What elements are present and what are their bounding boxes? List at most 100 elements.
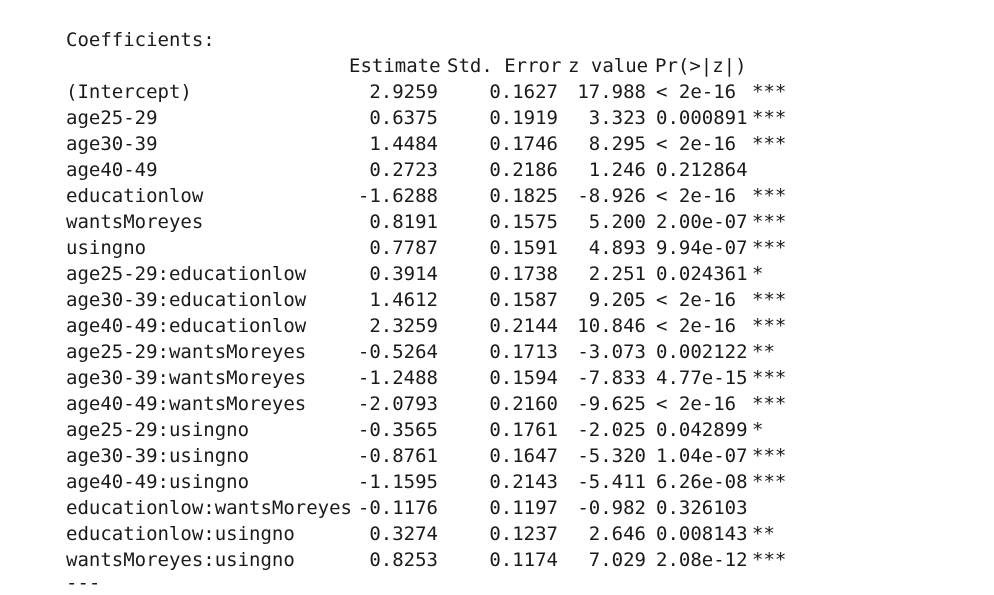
coef-std-error: 0.1237 [489, 523, 558, 545]
coef-signif-stars: *** [752, 81, 787, 103]
coef-name: age30-39:usingno [66, 445, 250, 467]
coef-estimate: 0.3914 [369, 263, 438, 285]
coef-estimate: 1.4484 [369, 133, 438, 155]
coef-signif-stars: *** [752, 237, 787, 259]
coef-p-value: < 2e-16 [656, 289, 737, 311]
coef-p-value: 1.04e-07 [656, 445, 748, 467]
coef-estimate: -0.5264 [357, 341, 438, 363]
coef-name: age25-29:wantsMoreyes [66, 341, 307, 363]
table-header: Estimate Std. Error z value Pr(>|z|) [0, 54, 994, 78]
coef-signif-stars: ** [752, 523, 775, 545]
coef-std-error: 0.1647 [489, 445, 558, 467]
coef-estimate: 2.3259 [369, 315, 438, 337]
coef-z-value: 4.893 [588, 237, 646, 259]
coef-std-error: 0.1575 [489, 211, 558, 233]
table-row: age30-39:educationlow 1.4612 0.1587 9.205 < … [0, 288, 994, 314]
coef-estimate: -0.8761 [357, 445, 438, 467]
coef-name: usingno [66, 237, 147, 259]
table-row: age25-29:educationlow 0.3914 0.1738 2.251 0.… [0, 262, 994, 288]
coef-z-value: 7.029 [588, 549, 646, 571]
coef-estimate: 0.7787 [369, 237, 438, 259]
table-row: wantsMoreyes:usingno 0.8253 0.1174 7.029 2.0… [0, 548, 994, 574]
coef-z-value: -3.073 [577, 341, 646, 363]
coef-name: age30-39:wantsMoreyes [66, 367, 307, 389]
table-row: age30-39:usingno -0.8761 0.1647 -5.320 1.04e… [0, 444, 994, 470]
coef-estimate: 0.8253 [369, 549, 438, 571]
coef-p-value: 0.042899 [656, 419, 748, 441]
coef-estimate: 0.6375 [369, 107, 438, 129]
table-row: age40-49:usingno -1.1595 0.2143 -5.411 6.26e… [0, 470, 994, 496]
table-row: age25-29:wantsMoreyes -0.5264 0.1713 -3.073… [0, 340, 994, 366]
coef-z-value: 3.323 [588, 107, 646, 129]
table-row: educationlow -1.6288 0.1825 -8.926 < 2e-16 **… [0, 184, 994, 210]
coef-p-value: < 2e-16 [656, 133, 737, 155]
coef-z-value: -2.025 [577, 419, 646, 441]
coef-std-error: 0.1174 [489, 549, 558, 571]
coef-p-value: 6.26e-08 [656, 471, 748, 493]
coef-signif-stars: *** [752, 211, 787, 233]
coef-signif-stars: *** [752, 549, 787, 571]
coef-std-error: 0.1713 [489, 341, 558, 363]
coef-z-value: -7.833 [577, 367, 646, 389]
coef-std-error: 0.1197 [489, 497, 558, 519]
header-p-value: Pr(>|z|) [655, 55, 747, 77]
coef-signif-stars: *** [752, 367, 787, 389]
coef-name: educationlow [66, 185, 204, 207]
coef-std-error: 0.1919 [489, 107, 558, 129]
coef-signif-stars: *** [752, 471, 787, 493]
coef-estimate: -1.2488 [357, 367, 438, 389]
coef-p-value: < 2e-16 [656, 315, 737, 337]
coef-std-error: 0.1591 [489, 237, 558, 259]
coef-z-value: -9.625 [577, 393, 646, 415]
table-row: age40-49:educationlow 2.3259 0.2144 10.846 <… [0, 314, 994, 340]
coef-signif-stars: ** [752, 341, 775, 363]
coef-name: wantsMoreyes [66, 211, 204, 233]
coef-z-value: -5.411 [577, 471, 646, 493]
coef-z-value: -5.320 [577, 445, 646, 467]
coef-std-error: 0.2143 [489, 471, 558, 493]
coef-z-value: -0.982 [577, 497, 646, 519]
table-row: educationlow:usingno 0.3274 0.1237 2.646 0.0… [0, 522, 994, 548]
coef-name: age30-39 [66, 133, 158, 155]
coef-std-error: 0.1746 [489, 133, 558, 155]
header-z-value: z value [568, 55, 649, 77]
signif-separator: --- [66, 572, 101, 594]
coef-name: educationlow:wantsMoreyes [66, 497, 352, 519]
coef-signif-stars: *** [752, 107, 787, 129]
coef-p-value: 4.77e-15 [656, 367, 748, 389]
coef-name: age40-49:usingno [66, 471, 250, 493]
coef-signif-stars: *** [752, 315, 787, 337]
table-row: age40-49 0.2723 0.2186 1.246 0.212864 [0, 158, 994, 184]
coef-p-value: < 2e-16 [656, 81, 737, 103]
coef-name: age30-39:educationlow [66, 289, 307, 311]
coef-name: age40-49:wantsMoreyes [66, 393, 307, 415]
coef-z-value: -8.926 [577, 185, 646, 207]
coef-std-error: 0.1738 [489, 263, 558, 285]
coef-name: (Intercept) [66, 81, 192, 103]
coef-std-error: 0.1627 [489, 81, 558, 103]
coef-name: age40-49 [66, 159, 158, 181]
coef-estimate: 0.3274 [369, 523, 438, 545]
table-row: age40-49:wantsMoreyes -2.0793 0.2160 -9.625… [0, 392, 994, 418]
coef-name: age25-29:usingno [66, 419, 250, 441]
coef-estimate: -2.0793 [357, 393, 438, 415]
coef-p-value: 0.000891 [656, 107, 748, 129]
coef-estimate: 1.4612 [369, 289, 438, 311]
coef-std-error: 0.2186 [489, 159, 558, 181]
coef-name: age25-29 [66, 107, 158, 129]
coef-z-value: 5.200 [588, 211, 646, 233]
coef-p-value: < 2e-16 [656, 185, 737, 207]
coef-name: age25-29:educationlow [66, 263, 307, 285]
coef-estimate: -0.1176 [357, 497, 438, 519]
header-std-error: Std. Error [447, 55, 562, 77]
coef-std-error: 0.1825 [489, 185, 558, 207]
table-row: (Intercept) 2.9259 0.1627 17.988 < 2e-16 *** [0, 80, 994, 106]
coef-signif-stars: *** [752, 393, 787, 415]
coef-p-value: 2.00e-07 [656, 211, 748, 233]
coef-estimate: -1.6288 [357, 185, 438, 207]
coef-p-value: 0.212864 [656, 159, 748, 181]
coefficients-heading: Coefficients: [66, 29, 215, 51]
table-row: age30-39 1.4484 0.1746 8.295 < 2e-16 *** [0, 132, 994, 158]
coef-signif-stars: *** [752, 133, 787, 155]
